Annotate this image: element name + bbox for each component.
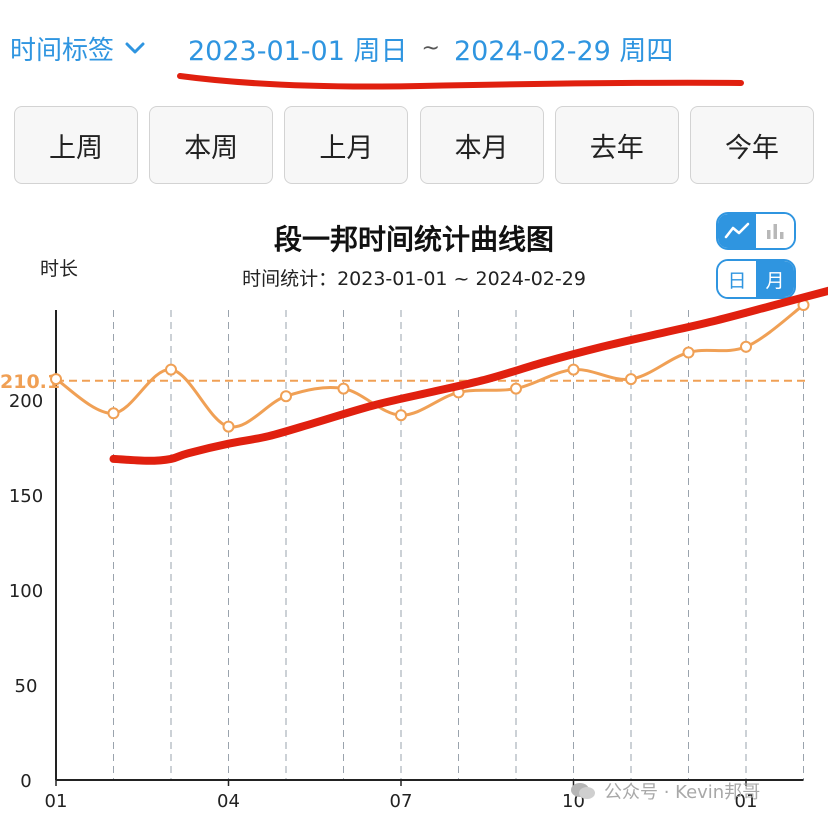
x-tick-label: 04 (217, 791, 240, 812)
data-point (280, 390, 292, 403)
this-week-button[interactable]: 本周 (149, 106, 274, 184)
data-point (740, 340, 752, 353)
data-point (107, 407, 120, 420)
data-point (395, 409, 407, 422)
this-year-button[interactable]: 今年 (689, 106, 814, 184)
chevron-down-icon (125, 42, 145, 54)
time-tag-selector[interactable]: 时间标签 (10, 28, 146, 68)
last-week-button[interactable]: 上周 (14, 106, 138, 184)
x-tick-label: 01 (735, 791, 758, 812)
chart-subtitle: 时间统计：2023-01-01 ~ 2024-02-29 (242, 268, 586, 290)
this-month-button[interactable]: 本月 (419, 106, 544, 184)
range-separator: ~ (421, 35, 440, 61)
data-point (50, 373, 62, 386)
bar-chart-toggle[interactable] (756, 214, 794, 248)
data-point (567, 363, 580, 376)
y-tick-label: 50 (15, 676, 38, 697)
chart-area: 段一邦时间统计曲线图 时间统计：2023-01-01 ~ 2024-02-29 … (0, 200, 828, 823)
start-date-picker[interactable]: 2023-01-01 周日 (188, 35, 408, 67)
y-tick-label: 150 (9, 486, 43, 507)
end-date-picker[interactable]: 2024-02-29 周四 (453, 35, 674, 67)
last-year-button[interactable]: 去年 (554, 106, 679, 184)
time-tag-label: 时间标签 (10, 35, 115, 66)
y-tick-label: 200 (9, 391, 43, 412)
data-point (165, 363, 177, 376)
top-bar: 时间标签 2023-01-01 周日 ~ 2024-02-29 周四 (0, 0, 828, 96)
data-point (222, 420, 235, 433)
y-tick-label: 0 (20, 771, 31, 792)
y-axis-title: 时长 (40, 258, 79, 280)
data-point (337, 382, 350, 395)
quick-range-buttons: 上周 本周 上月 本月 去年 今年 (14, 106, 814, 186)
x-tick-label: 01 (45, 791, 68, 812)
line-chart-icon (724, 222, 750, 239)
bar-chart-icon (767, 224, 784, 239)
x-tick-label: 07 (390, 791, 413, 812)
last-month-button[interactable]: 上月 (284, 106, 409, 184)
line-chart-toggle[interactable] (718, 214, 756, 248)
red-annotation-trend (109, 286, 828, 465)
period-month-option[interactable]: 月 (756, 261, 794, 297)
data-point (625, 373, 637, 386)
data-point (510, 382, 522, 395)
x-tick-label: 10 (562, 791, 585, 812)
period-day-option[interactable]: 日 (718, 261, 756, 297)
line-chart: 0 50 100 150 200 01 04 07 10 01 210.1 (0, 286, 828, 812)
date-range: 2023-01-01 周日 ~ 2024-02-29 周四 (188, 28, 673, 68)
y-tick-label: 100 (9, 581, 43, 602)
chart-title: 段一邦时间统计曲线图 (273, 223, 554, 256)
period-toggle: 日 月 (716, 259, 796, 299)
data-point (682, 346, 695, 359)
average-line-label: 210.1 (0, 371, 60, 393)
chart-type-toggle (716, 212, 796, 250)
